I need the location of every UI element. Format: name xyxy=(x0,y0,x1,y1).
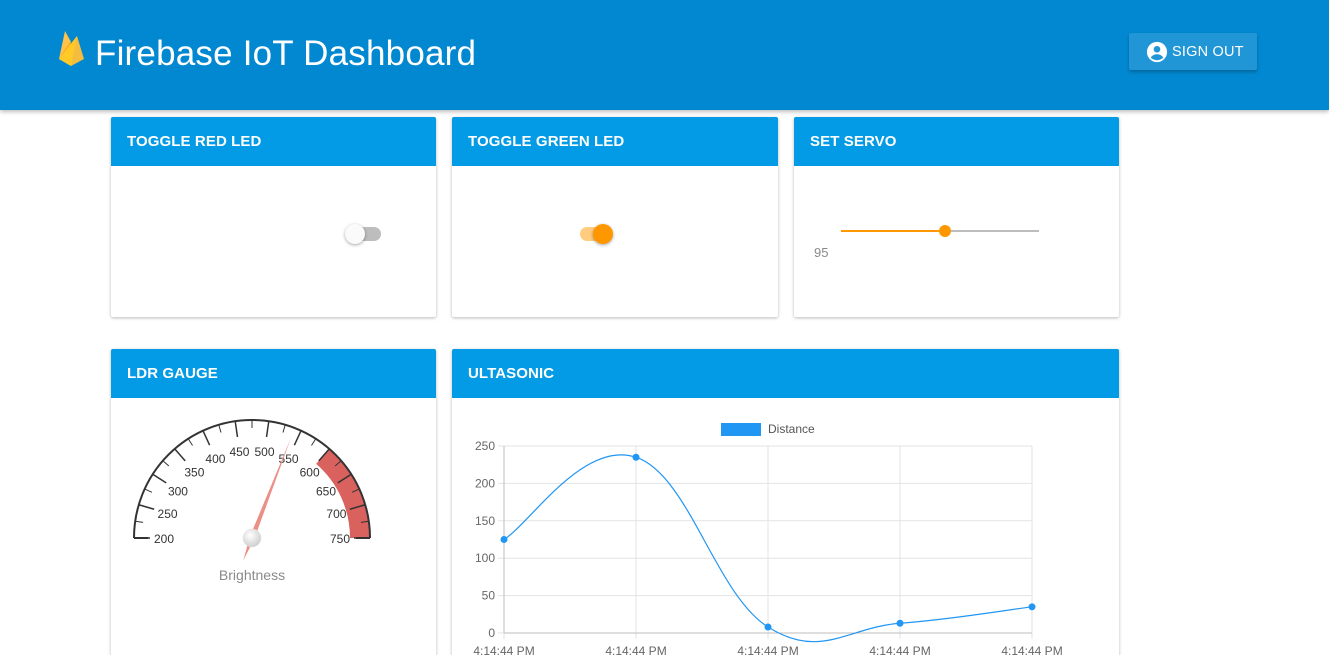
gauge-tick-label: 400 xyxy=(205,452,225,466)
switch-thumb[interactable] xyxy=(345,224,365,244)
gauge-minor-tick xyxy=(144,488,153,493)
x-tick-label: 4:14:44 PM xyxy=(737,644,798,655)
gauge-tick-label: 650 xyxy=(316,484,336,498)
legend-swatch xyxy=(721,423,761,436)
gauge-major-tick xyxy=(318,448,330,462)
gauge-minor-tick xyxy=(135,520,144,523)
gauge-major-tick xyxy=(337,473,352,484)
gauge-major-tick xyxy=(174,448,186,462)
card-title-servo: SET SERVO xyxy=(794,117,1119,166)
gauge-tick-label: 250 xyxy=(158,507,178,521)
y-tick-label: 250 xyxy=(475,439,495,453)
gauge-red-zone xyxy=(316,448,370,538)
ldr-gauge-card: LDR GAUGE 200 250 300 350 400 450 500 550 600 650… xyxy=(111,349,436,655)
gauge-major-tick xyxy=(293,430,302,446)
gauge-minor-tick xyxy=(311,438,317,446)
red-led-card: TOGGLE RED LED xyxy=(111,117,436,317)
green-led-card: TOGGLE GREEN LED xyxy=(452,117,778,317)
distance-data-point xyxy=(764,623,772,631)
x-tick-label: 4:14:44 PM xyxy=(605,644,666,655)
card-title-ldr: LDR GAUGE xyxy=(111,349,436,398)
card-title-ultrasonic: ULTASONIC xyxy=(452,349,1119,398)
y-tick-label: 100 xyxy=(475,551,495,565)
y-tick-label: 0 xyxy=(488,626,495,640)
y-tick-label: 200 xyxy=(475,476,495,490)
gauge-tick-label: 200 xyxy=(154,532,174,546)
gauge-major-tick xyxy=(202,430,211,446)
gauge-major-tick xyxy=(234,421,239,438)
gauge-minor-tick xyxy=(334,460,342,467)
servo-card: SET SERVO 95 xyxy=(794,117,1119,317)
green-led-switch[interactable] xyxy=(576,222,616,246)
firebase-logo-icon xyxy=(59,31,84,66)
sign-out-button[interactable]: SIGN OUT xyxy=(1129,33,1257,70)
distance-data-point xyxy=(1028,603,1036,611)
servo-slider[interactable] xyxy=(840,221,1040,241)
gauge-tick-label: 450 xyxy=(229,445,249,459)
legend-label: Distance xyxy=(768,422,815,436)
x-tick-label: 4:14:44 PM xyxy=(869,644,930,655)
x-tick-label: 4:14:44 PM xyxy=(1001,644,1062,655)
distance-chart: 0 50 100 150 200 250 4:14:44 PM 4:14:44 PM 4:14:… xyxy=(473,422,1062,655)
distance-data-point xyxy=(896,619,904,627)
gauge-tick-label: 700 xyxy=(326,507,346,521)
card-title-red-led: TOGGLE RED LED xyxy=(111,117,436,166)
gauge-major-tick xyxy=(349,504,366,510)
sign-out-label: SIGN OUT xyxy=(1172,43,1244,60)
app-title: Firebase IoT Dashboard xyxy=(95,34,477,73)
distance-data-point xyxy=(632,453,640,461)
gauge-tick-label: 300 xyxy=(168,484,188,498)
gauge-tick-label: 500 xyxy=(255,445,275,459)
card-title-green-led: TOGGLE GREEN LED xyxy=(452,117,778,166)
gauge-tick-label: 750 xyxy=(330,532,350,546)
gauge-hub xyxy=(242,528,262,548)
gauge-label: Brightness xyxy=(219,567,285,583)
gauge-minor-tick xyxy=(351,488,360,493)
distance-data-point xyxy=(500,536,508,543)
slider-thumb[interactable] xyxy=(939,225,951,237)
x-tick-label: 4:14:44 PM xyxy=(473,644,534,655)
app-bar: Firebase IoT Dashboard SIGN OUT xyxy=(0,0,1329,110)
gauge-tick-label: 350 xyxy=(184,465,204,479)
gauge-minor-tick xyxy=(282,424,286,433)
gauge-major-tick xyxy=(265,421,270,438)
gauge-minor-tick xyxy=(187,438,193,446)
gauge-minor-tick xyxy=(162,460,170,467)
gauge-major-tick xyxy=(138,504,155,510)
servo-value: 95 xyxy=(814,245,829,260)
gauge-major-tick xyxy=(152,473,167,484)
y-tick-label: 50 xyxy=(482,589,496,603)
red-led-switch[interactable] xyxy=(345,222,385,246)
gauge-minor-tick xyxy=(360,520,369,523)
distance-series-line xyxy=(503,454,1033,643)
gauge-tick-label: 600 xyxy=(300,465,320,479)
y-tick-label: 150 xyxy=(475,514,495,528)
gauge-minor-tick xyxy=(218,424,222,433)
ultrasonic-card: ULTASONIC 0 50 100 150 200 250 4:14:44 PM 4:14:… xyxy=(452,349,1119,655)
gauge-tick-label: 550 xyxy=(279,452,299,466)
account-circle-icon xyxy=(1146,41,1168,62)
switch-thumb[interactable] xyxy=(593,224,613,244)
